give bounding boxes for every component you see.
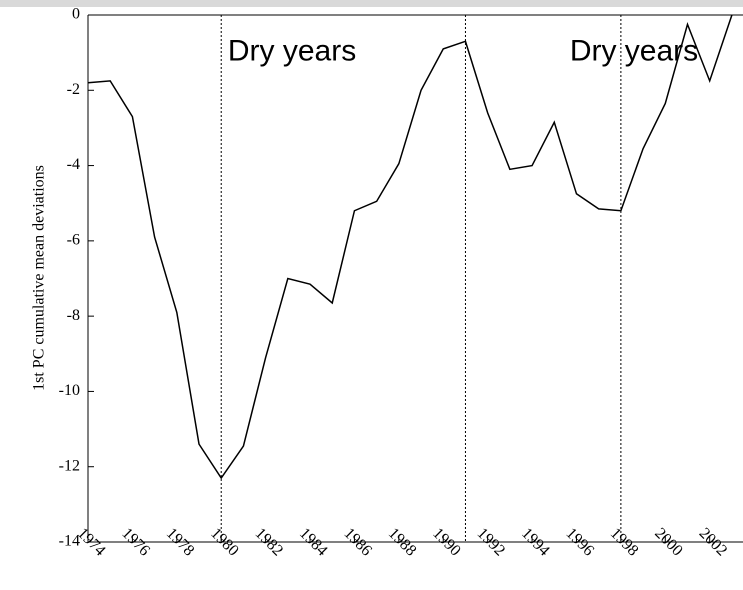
- y-tick-label: -4: [67, 156, 80, 173]
- y-tick-label: -14: [59, 533, 80, 550]
- y-tick-label: -6: [67, 232, 80, 249]
- y-tick-label: 0: [72, 6, 80, 23]
- y-tick-label: -2: [67, 81, 80, 98]
- series-line: [87, 14, 733, 480]
- y-tick-label: -10: [59, 382, 80, 399]
- y-tick-label: -12: [59, 457, 80, 474]
- annotation: Dry years: [228, 35, 356, 68]
- y-axis-label: 1st PC cumulative mean deviations: [31, 165, 48, 391]
- top-band: [0, 0, 743, 7]
- y-tick-label: -8: [67, 307, 80, 324]
- annotation: Dry years: [570, 35, 698, 68]
